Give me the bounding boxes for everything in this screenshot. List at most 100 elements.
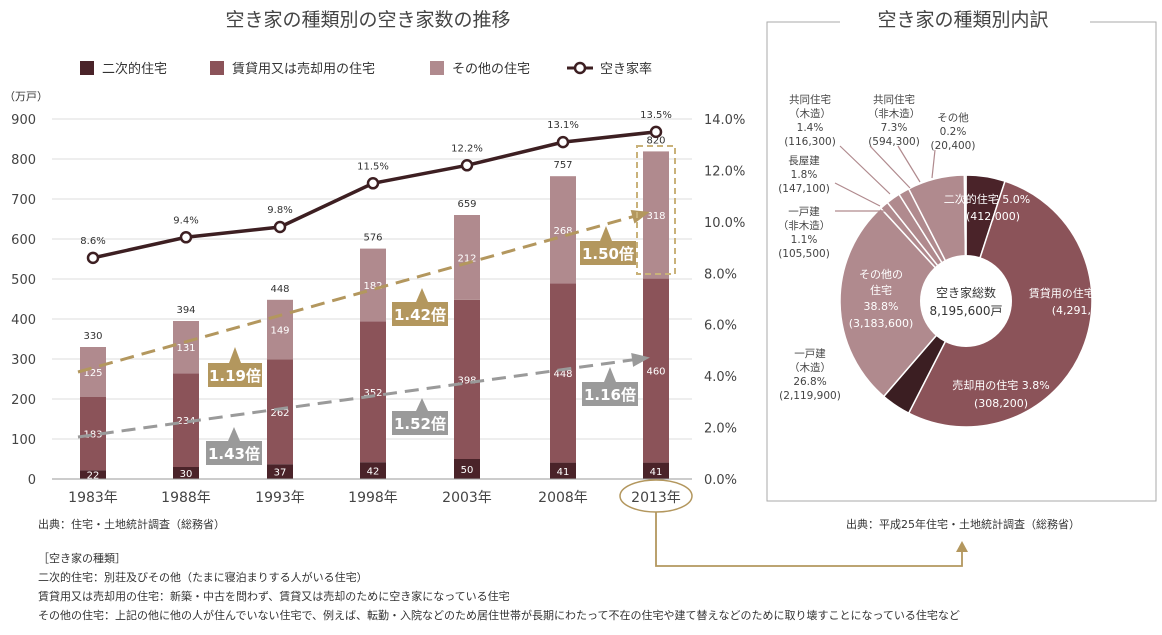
legend-swatch-other: [430, 61, 444, 75]
x-tick-label: 1988年: [161, 490, 211, 506]
pie-label-text: (3,183,600): [849, 317, 914, 330]
bar-value-label: 212: [457, 253, 476, 264]
x-tick-label: 2013年: [631, 490, 681, 506]
bar-segment: [550, 176, 576, 284]
bar-segment: [80, 470, 106, 479]
legend-label-rate: 空き家率: [600, 61, 652, 77]
bar-value-label: 460: [646, 367, 665, 378]
growth-badge-pointer: [228, 427, 240, 441]
legend-marker-rate: [573, 61, 587, 75]
pie-label-text: (147,100): [778, 183, 830, 195]
growth-badge-label: 1.43倍: [208, 445, 260, 463]
left-chart-title: 空き家の種類別の空き家数の推移: [225, 9, 510, 31]
pie-label-text: 一戸建: [794, 347, 826, 360]
growth-badge-label: 1.16倍: [584, 386, 636, 404]
x-tick-label: 2008年: [538, 490, 588, 506]
rate-point: [649, 125, 663, 139]
bar-value-label: 352: [363, 388, 382, 399]
y-tick-label: 300: [11, 353, 36, 368]
pie-label-text: (308,200): [974, 397, 1028, 410]
growth-trends: 1.19倍 1.42倍 1.50倍 1.43倍 1.52倍 1.16倍: [77, 210, 650, 465]
bar-value-label: 268: [553, 226, 572, 237]
pie-label-text: （木造）: [789, 107, 831, 120]
x-tick-label: 2003年: [442, 490, 492, 506]
bar-value-label: 398: [457, 375, 476, 386]
legend-swatch-rental: [210, 61, 224, 75]
bar-value-label: 41: [650, 467, 663, 478]
left-source: 出典：住宅・土地統計調査（総務省）: [38, 517, 225, 531]
pie-leader-line: [897, 145, 921, 183]
pie-label-text: 長屋建: [788, 154, 820, 167]
pie-label-text: 住宅: [870, 283, 892, 297]
bar-total-label: 659: [457, 199, 476, 210]
pie-label-text: その他: [937, 111, 969, 124]
y2-tick-label: 12.0%: [704, 164, 745, 179]
pie-center-label-2: 8,195,600戸: [929, 304, 1002, 318]
bar-value-label: 30: [180, 469, 193, 480]
rate-point: [179, 231, 193, 244]
pie-center-label-1: 空き家総数: [936, 285, 996, 300]
rate-label: 13.1%: [547, 120, 579, 131]
growth-badge-label: 1.50倍: [582, 245, 634, 263]
growth-badge-pointer: [416, 398, 428, 411]
bar-segment: [267, 299, 293, 360]
bar-value-label: 149: [270, 326, 289, 337]
connector-arrowhead: [956, 541, 968, 552]
y2-tick-label: 6.0%: [704, 319, 737, 334]
bar-segment: [550, 462, 576, 479]
bar-value-label: 37: [274, 468, 287, 479]
bar-segment: [80, 347, 106, 397]
bar-segment: [360, 462, 386, 479]
pie-label-text: 共同住宅: [873, 93, 915, 106]
pie-label-text: (20,400): [931, 140, 976, 152]
rate-label: 12.2%: [451, 143, 483, 154]
pie-slice: [839, 207, 968, 398]
pie-label-text: 共同住宅: [789, 93, 831, 106]
pie-leader-line: [834, 182, 881, 207]
y2-tick-label: 14.0%: [704, 113, 745, 128]
pie-label-text: (4,291,800): [1052, 304, 1117, 317]
bar-value-label: 262: [270, 408, 289, 419]
y-tick-label: 100: [11, 433, 36, 448]
growth-badge-pointer: [600, 226, 612, 241]
legend-label-other: その他の住宅: [452, 62, 530, 77]
x-tick-label: 1983年: [68, 490, 118, 506]
pie-label-text: 二次的住宅 5.0%: [944, 192, 1030, 206]
pie-label-text: 1.1%: [791, 234, 818, 246]
bar-segment: [454, 459, 480, 479]
rate-point: [460, 159, 474, 172]
pie-label-text: （非木造）: [868, 107, 921, 120]
bar-total-label: 757: [553, 160, 572, 171]
pie-label-text: 1.4%: [797, 122, 824, 134]
notes-heading: ［空き家の種類］: [38, 552, 126, 565]
bar-segment: [267, 359, 293, 465]
pie-label-text: (594,300): [868, 136, 920, 148]
x-tick-label: 1993年: [255, 490, 305, 506]
bar-value-label: 183: [83, 430, 102, 441]
pie-title-bg: [840, 8, 1090, 34]
legend: 二次的住宅 賃貸用又は売却用の住宅 その他の住宅 空き家率: [80, 61, 652, 77]
pie-label-text: その他の: [859, 268, 903, 281]
rate-line: 8.6% 9.4% 9.8% 11.5% 12.2% 13.1% 13.5%: [80, 110, 672, 265]
rate-label: 9.4%: [173, 215, 198, 226]
pie-label-text: (116,300): [784, 136, 836, 148]
bar-value-label: 41: [557, 467, 570, 478]
bar-total-label: 820: [646, 135, 665, 146]
bar-segment: [550, 283, 576, 463]
growth-badge: [392, 302, 448, 326]
bar-value-label: 182: [363, 281, 382, 292]
pie-label-text: (412,000): [966, 210, 1020, 223]
rate-point: [86, 251, 100, 265]
pie-leader-line: [869, 145, 911, 189]
bar-value-label: 50: [461, 465, 474, 476]
pie-label-text: （木造）: [789, 361, 831, 374]
notes-line-3: その他の住宅：上記の他に他の人が住んでいない住宅で、例えば、転勤・入院などのため…: [38, 609, 960, 622]
bar-value-label: 318: [646, 211, 665, 222]
growth-badge: [208, 363, 262, 387]
trend-arrow-rental-head: [631, 352, 650, 367]
rate-point: [273, 220, 287, 234]
growth-badge-label: 1.19倍: [209, 367, 261, 385]
pie-labels: 二次的住宅 5.0% (412,000) 賃貸用の住宅 52.4% (4,291,80…: [778, 93, 1133, 410]
y-tick-label: 700: [11, 193, 36, 208]
